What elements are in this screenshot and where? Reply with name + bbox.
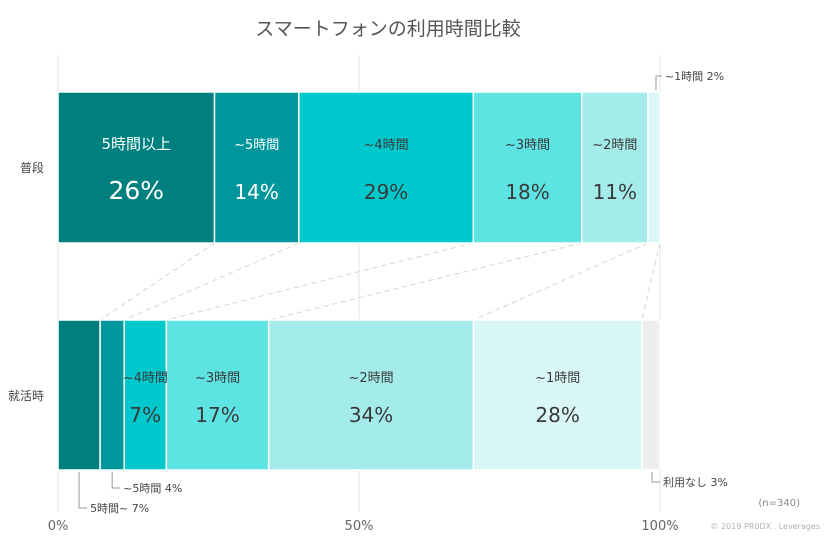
segment-label-0-2: ~4時間 [364, 138, 409, 153]
connector-lines [99, 242, 661, 321]
segment-label-1-5: ~1時間 [535, 371, 580, 386]
value-label-0-1: 14% [234, 180, 278, 204]
connector-line-1 [124, 242, 300, 321]
segment-label-1-3: ~3時間 [195, 371, 240, 386]
value-label-0-4: 11% [593, 180, 637, 204]
segment-label-1-4: ~2時間 [348, 371, 393, 386]
x-tick-100: 100% [641, 519, 678, 534]
bar-segment-1-1 [99, 319, 125, 471]
bar-segment-0-3 [472, 91, 583, 244]
bar-segment-0-1 [213, 91, 300, 244]
x-tick-0: 0% [48, 519, 69, 534]
bars [57, 91, 661, 471]
x-tick-50: 50% [345, 519, 374, 534]
value-label-1-3: 17% [195, 403, 239, 427]
segment-label-1-2: ~4時間 [123, 371, 168, 386]
bar-segment-0-2 [298, 91, 475, 244]
callout-leader-1-6 [651, 472, 660, 483]
connector-line-2 [166, 242, 474, 321]
callout-label-1-1: ~5時間 4% [123, 482, 182, 495]
value-label-0-3: 18% [505, 180, 549, 204]
callout-leader-1-1 [111, 472, 121, 489]
bar-segment-1-4 [267, 319, 475, 471]
callout-label-1-0: 5時間~ 7% [90, 502, 149, 515]
bar-segment-0-0 [57, 91, 216, 244]
bar-segment-1-3 [165, 319, 270, 471]
category-label-job-hunting: 就活時 [8, 389, 44, 403]
connector-line-4 [473, 242, 649, 321]
segment-labels: 5時間以上 26% ~5時間 14% ~4時間 29% ~3時間 18% ~2時間 11% ~4時間… [101, 135, 637, 427]
segment-label-0-4: ~2時間 [592, 138, 637, 153]
segment-label-0-3: ~3時間 [505, 138, 550, 153]
sample-size-note: (n=340) [758, 498, 800, 509]
category-label-usual: 普段 [20, 160, 44, 175]
segment-label-0-1: ~5時間 [234, 138, 279, 153]
bar-segment-1-2 [123, 319, 168, 471]
bar-segment-1-5 [472, 319, 643, 471]
chart-title: スマートフォンの利用時間比較 [255, 18, 520, 40]
bar-segment-1-6 [641, 319, 661, 471]
segment-label-0-0: 5時間以上 [101, 135, 171, 153]
callout-leader-0-5 [655, 75, 662, 90]
callout-leader-1-0 [78, 472, 88, 509]
value-label-1-4: 34% [349, 403, 393, 427]
bar-segment-0-5 [647, 91, 661, 244]
connector-line-3 [268, 242, 582, 321]
bar-segment-1-0 [57, 319, 101, 471]
copyright-text: © 2019 PR0DX . Leverages [711, 522, 820, 531]
connector-line-5 [641, 242, 661, 321]
value-label-0-0: 26% [108, 176, 164, 205]
value-label-0-2: 29% [364, 180, 408, 204]
value-label-1-5: 28% [535, 403, 579, 427]
value-label-1-2: 7% [129, 403, 161, 427]
connector-line-0 [99, 242, 215, 321]
callout-label-0-5: ~1時間 2% [665, 70, 724, 83]
callouts: 5時間~ 7% ~5時間 4% ~1時間 2% 利用なし 3% [78, 70, 728, 515]
bar-segment-0-4 [580, 91, 649, 244]
callout-label-1-6: 利用なし 3% [663, 476, 728, 489]
